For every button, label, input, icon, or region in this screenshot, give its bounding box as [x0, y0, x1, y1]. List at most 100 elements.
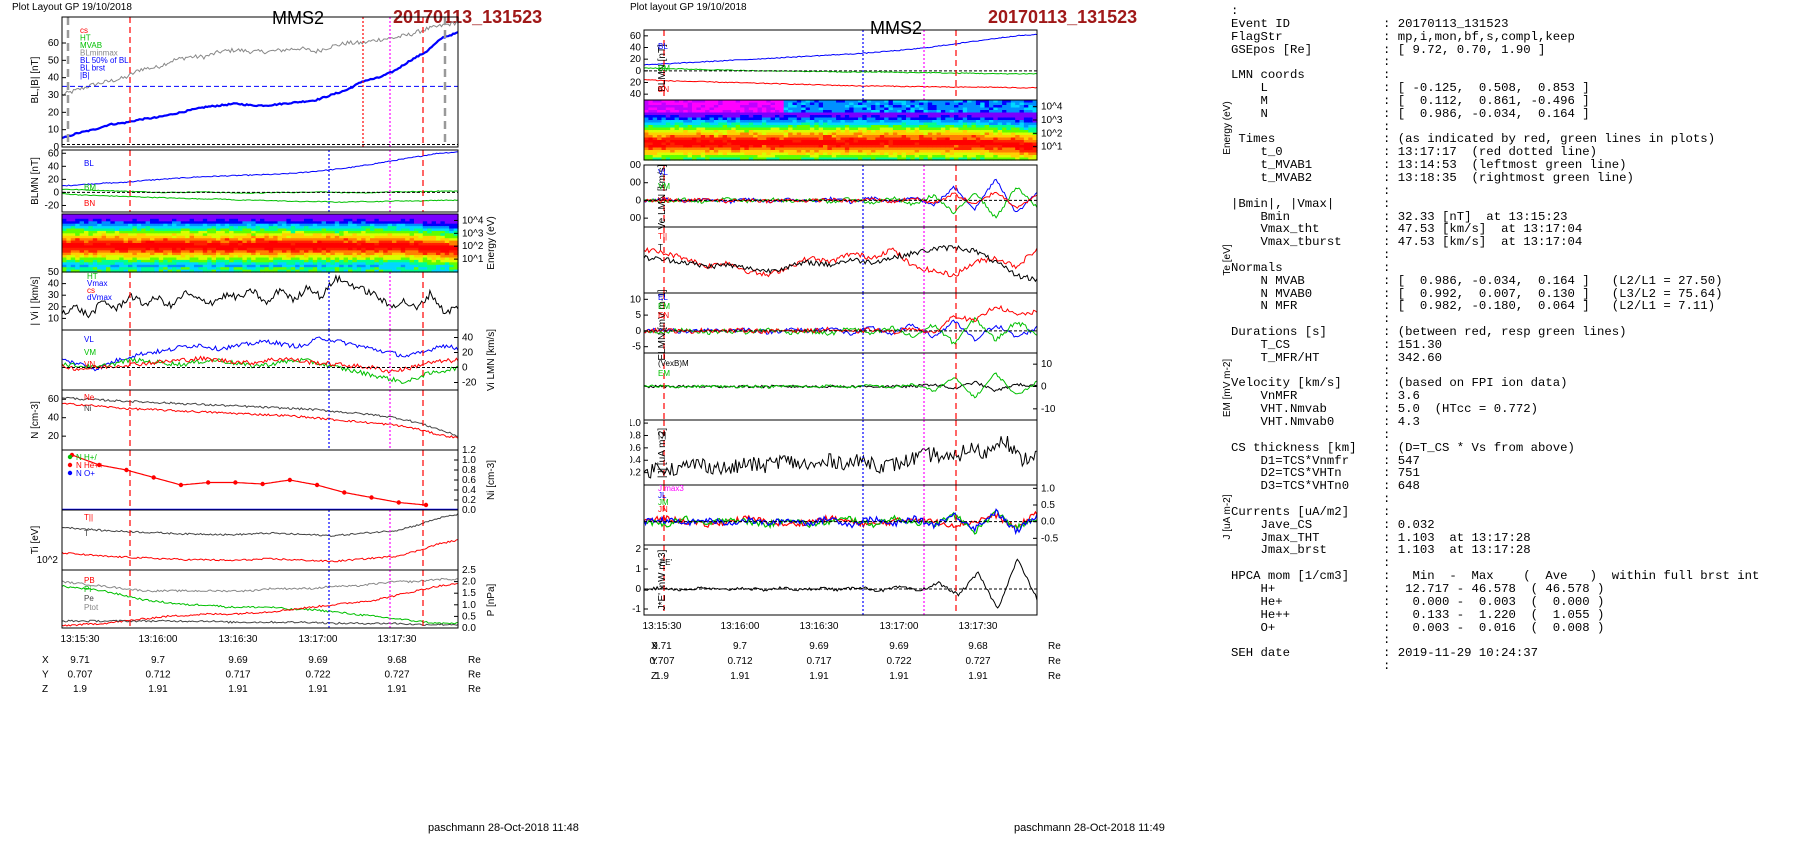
spectrogram-cell [927, 112, 933, 116]
spectrogram-cell [975, 140, 981, 144]
spectrogram-cell [343, 235, 349, 239]
spectrogram-cell [1015, 150, 1021, 154]
spectrogram-cell [678, 135, 684, 139]
spectrogram-cell [670, 150, 676, 154]
spectrogram-cell [440, 257, 446, 261]
spectrogram-cell [775, 145, 780, 149]
spectrogram-cell [1006, 100, 1012, 104]
series-line [643, 244, 1038, 283]
spectrogram-cell [744, 132, 750, 136]
spectrogram-cell [449, 221, 455, 225]
spectrogram-cell [884, 132, 890, 136]
legend-entry: (VexB)M [658, 359, 689, 368]
spectrogram-cell [242, 228, 248, 232]
spectrogram-cell [330, 267, 336, 271]
spectrogram-cell [418, 245, 424, 249]
spectrogram-cell [436, 221, 441, 225]
spectrogram-cell [136, 264, 142, 268]
spectrogram-cell [674, 102, 680, 106]
spectrogram-cell [299, 214, 305, 217]
spectrogram-cell [932, 112, 938, 116]
spectrogram-cell [387, 262, 393, 266]
spectrogram-cell [897, 102, 903, 106]
spectrogram-cell [453, 262, 459, 266]
spectrogram-cell [418, 230, 424, 234]
spectrogram-cell [975, 130, 981, 134]
spectrogram-cell [277, 259, 283, 263]
spectrogram-cell [1019, 137, 1025, 141]
spectrogram-cell [312, 255, 318, 259]
spectrogram-cell [321, 240, 327, 244]
tick-label: 10^1 [1041, 142, 1063, 153]
spectrogram-cell [321, 243, 327, 246]
spectrogram-cell [949, 152, 955, 156]
spectrogram-cell [444, 247, 450, 251]
spectrogram-cell [652, 157, 658, 161]
spectrogram-cell [884, 127, 890, 131]
spectrogram-cell [150, 264, 155, 268]
spectrogram-cell [348, 247, 353, 251]
spectrogram-cell [418, 259, 424, 263]
tick-label: 40 [48, 73, 60, 84]
spectrogram-cell [251, 218, 257, 222]
spectrogram-cell [224, 262, 230, 266]
spectrogram-cell [229, 262, 235, 266]
spectrogram-cell [128, 233, 133, 237]
tick-label: 40 [48, 161, 60, 172]
spectrogram-cell [436, 214, 441, 217]
spectrogram-cell [299, 228, 305, 232]
spectrogram-cell [770, 125, 776, 129]
spectrogram-cell [1015, 125, 1021, 129]
spectrogram-cell [945, 125, 951, 129]
spectrogram-cell [414, 243, 419, 246]
spectrogram-cell [692, 102, 697, 106]
spectrogram-cell [674, 107, 680, 111]
spectrogram-cell [831, 150, 837, 154]
spectrogram-cell [958, 157, 964, 161]
spectrogram-cell [295, 240, 301, 244]
spectrogram-cell [696, 150, 702, 154]
spectrogram-cell [334, 230, 340, 234]
spectrogram-cell [255, 233, 261, 237]
spectrogram-cell [128, 235, 133, 239]
spectrogram-cell [858, 112, 863, 116]
spectrogram-cell [150, 259, 155, 263]
spectrogram-cell [330, 230, 336, 234]
spectrogram-cell [277, 238, 283, 242]
spectrogram-cell [365, 233, 371, 237]
spectrogram-cell [731, 140, 737, 144]
spectrogram-cell [836, 102, 842, 106]
spectrogram-cell [352, 247, 358, 251]
spectrogram-cell [268, 226, 274, 230]
spectrogram-cell [79, 223, 85, 227]
spectrogram-cell [431, 238, 437, 242]
spectrogram-cell [740, 145, 746, 149]
spectrogram-cell [940, 110, 946, 114]
spectrogram-cell [989, 130, 994, 134]
spectrogram-cell [775, 112, 780, 116]
spectrogram-cell [844, 145, 850, 149]
spectrogram-cell [370, 252, 375, 256]
tick-label: 0.8 [462, 465, 476, 476]
spectrogram-cell [713, 117, 719, 121]
spectrogram-cell [836, 152, 842, 156]
spectrogram-cell [705, 107, 711, 111]
tick-label: 5 [635, 310, 641, 321]
spectrogram-cell [444, 216, 450, 220]
spectrogram-cell [858, 122, 863, 126]
spectrogram-cell [879, 102, 885, 106]
spectrogram-cell [75, 230, 81, 234]
spectrogram-cell [268, 235, 274, 239]
spectrogram-cell [211, 233, 217, 237]
spectrogram-cell [906, 155, 911, 159]
spectrogram-cell [879, 157, 885, 161]
spectrogram-cell [871, 110, 877, 114]
spectrogram-cell [897, 107, 903, 111]
spectrogram-cell [251, 259, 257, 263]
spectrogram-cell [97, 247, 103, 251]
spectrogram-cell [705, 137, 711, 141]
spectrogram-cell [176, 226, 182, 230]
spectrogram-cell [158, 221, 164, 225]
spectrogram-cell [189, 233, 195, 237]
series-line [61, 357, 459, 384]
